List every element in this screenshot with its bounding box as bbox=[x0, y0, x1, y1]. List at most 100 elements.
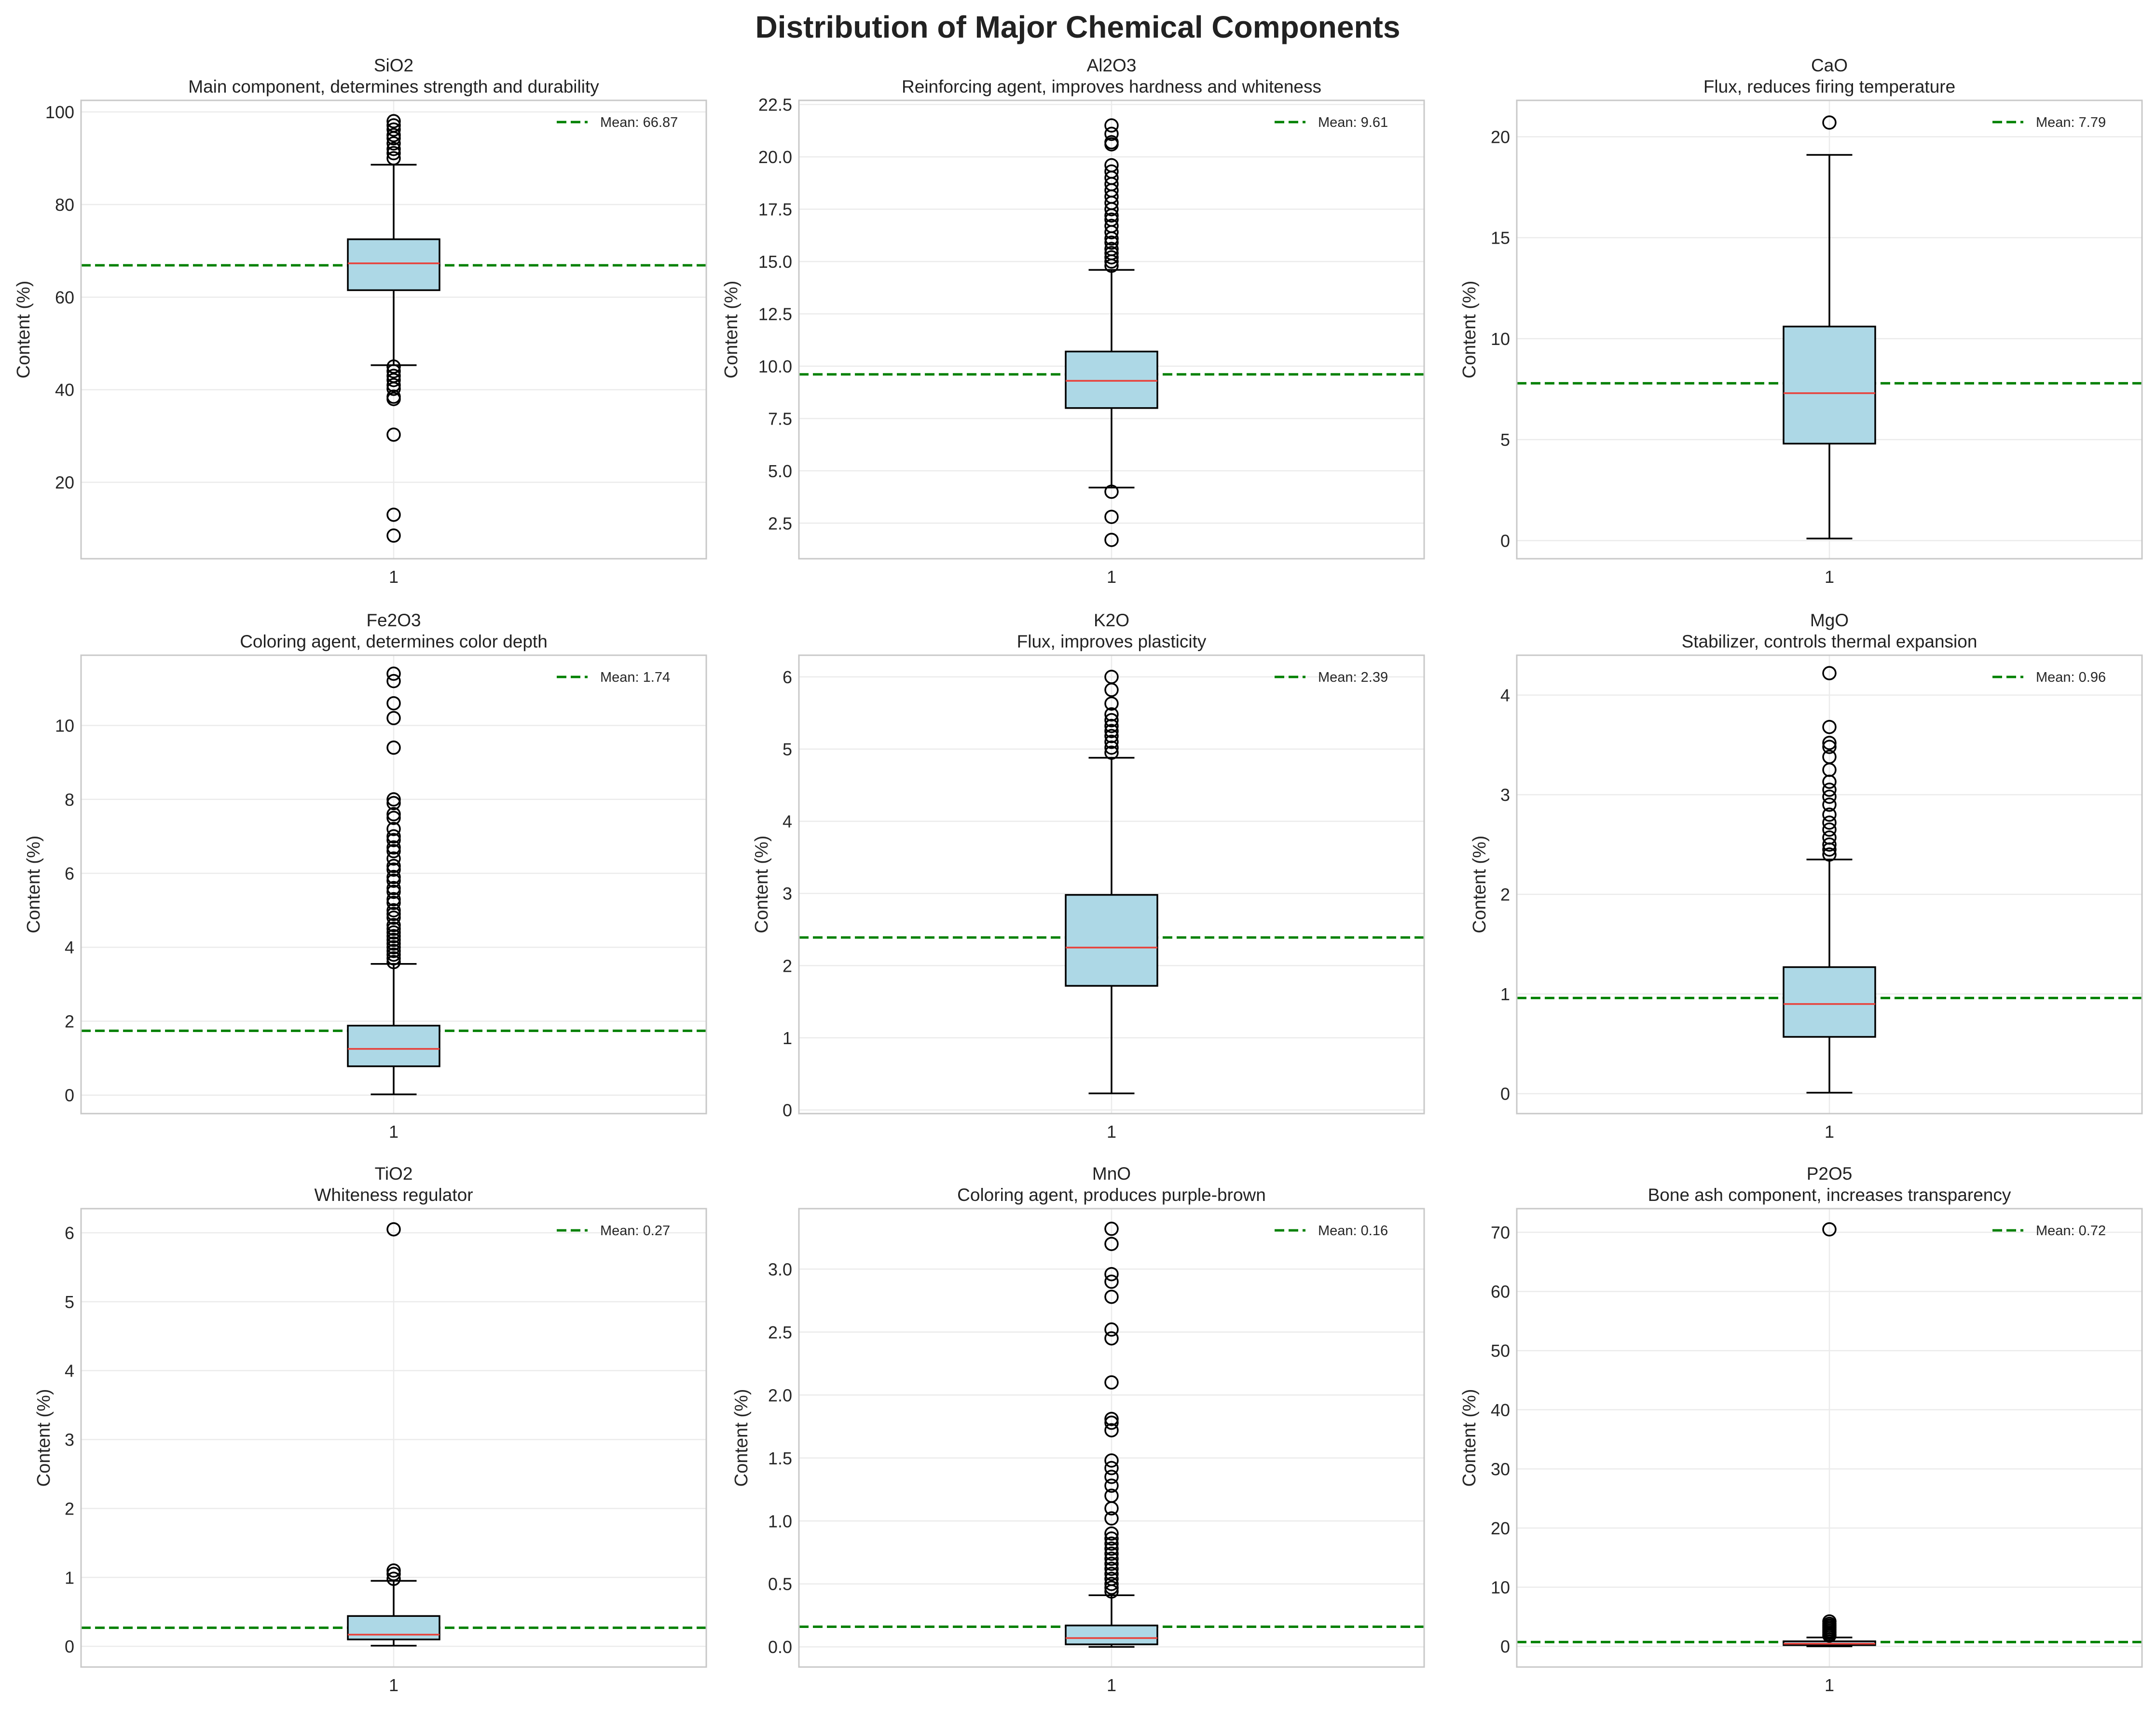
outlier-point bbox=[1104, 1561, 1119, 1576]
y-tick-label: 4 bbox=[65, 937, 74, 957]
y-axis-label: Content (%) bbox=[14, 281, 34, 379]
y-tick-label: 60 bbox=[1491, 1282, 1510, 1302]
y-tick-label: 0 bbox=[783, 1101, 792, 1120]
outlier-point bbox=[1104, 225, 1119, 240]
x-tick-label: 1 bbox=[389, 1675, 398, 1695]
legend-mean-label: Mean: 0.96 bbox=[2036, 670, 2106, 685]
y-tick-label: 3 bbox=[1500, 785, 1510, 805]
outlier-point bbox=[1104, 1531, 1119, 1546]
outlier-point bbox=[1104, 1461, 1119, 1475]
subplot-title-description: Flux, reduces firing temperature bbox=[1703, 77, 1955, 96]
outlier-point bbox=[386, 869, 401, 884]
y-tick-label: 15.0 bbox=[758, 252, 792, 272]
x-tick-label: 1 bbox=[1107, 1122, 1116, 1142]
y-tick-label: 10 bbox=[1491, 1578, 1510, 1598]
outlier-point bbox=[386, 881, 401, 896]
outlier-point bbox=[386, 811, 401, 825]
y-tick-label: 6 bbox=[783, 667, 792, 687]
subplot-title-component: MnO bbox=[1092, 1164, 1131, 1184]
y-tick-label: 100 bbox=[45, 102, 74, 122]
outlier-point bbox=[1104, 202, 1119, 217]
outlier-point bbox=[386, 944, 401, 958]
outlier-point bbox=[386, 844, 401, 858]
x-tick-label: 1 bbox=[389, 1122, 398, 1142]
y-tick-label: 7.5 bbox=[768, 409, 792, 428]
outlier-point bbox=[1104, 718, 1119, 733]
outlier-point bbox=[1822, 719, 1837, 734]
outlier-point bbox=[386, 131, 401, 146]
outlier-point bbox=[386, 940, 401, 954]
y-tick-label: 10 bbox=[1491, 329, 1510, 349]
outlier-point bbox=[1104, 1423, 1119, 1438]
outlier-point bbox=[386, 896, 401, 910]
legend-mean-label: Mean: 0.16 bbox=[1318, 1223, 1388, 1239]
subplot-title-description: Whiteness regulator bbox=[314, 1185, 473, 1205]
outlier-point bbox=[1104, 745, 1119, 760]
subplot-title-description: Coloring agent, determines color depth bbox=[240, 632, 548, 651]
x-tick-label: 1 bbox=[1107, 567, 1116, 587]
outlier-point bbox=[386, 122, 401, 137]
outlier-point bbox=[1104, 510, 1119, 524]
outlier-point bbox=[1822, 735, 1837, 750]
outlier-point bbox=[1104, 724, 1119, 738]
iqr-box bbox=[1065, 1625, 1158, 1645]
x-tick-label: 1 bbox=[1825, 1675, 1834, 1695]
outlier-point bbox=[1104, 484, 1119, 499]
outlier-point bbox=[386, 666, 401, 681]
outlier-point bbox=[1822, 837, 1837, 852]
outlier-point bbox=[386, 1571, 401, 1586]
y-tick-label: 20.0 bbox=[758, 147, 792, 167]
outlier-point bbox=[386, 711, 401, 725]
outlier-point bbox=[386, 833, 401, 847]
outlier-point bbox=[386, 1222, 401, 1237]
outlier-point bbox=[1822, 783, 1837, 797]
outlier-point bbox=[386, 892, 401, 907]
legend-mean-label: Mean: 0.27 bbox=[600, 1223, 670, 1239]
outlier-point bbox=[1822, 1222, 1837, 1237]
x-tick-label: 1 bbox=[1825, 567, 1834, 587]
y-tick-label: 40 bbox=[55, 380, 74, 400]
x-tick-label: 1 bbox=[389, 567, 398, 587]
outlier-point bbox=[1822, 774, 1837, 789]
axes-frame bbox=[80, 1208, 707, 1668]
y-tick-label: 1 bbox=[65, 1568, 74, 1587]
subplot-al2o3: 2.5 5.0 7.5 10.0 12.5 15.0 17.5 20.0 22.5 1 Conten… bbox=[721, 55, 1425, 587]
outlier-point bbox=[1104, 1267, 1119, 1282]
subplot-mgo: 0 1 2 3 4 1 Content (%) MgO Stabilizer, controls… bbox=[1469, 610, 2143, 1142]
outlier-point bbox=[386, 910, 401, 925]
outlier-point bbox=[386, 508, 401, 522]
outlier-point bbox=[386, 151, 401, 165]
legend-mean-label: Mean: 2.39 bbox=[1318, 670, 1388, 685]
outlier-point bbox=[1104, 734, 1119, 749]
y-tick-label: 40 bbox=[1491, 1400, 1510, 1420]
outlier-point bbox=[1822, 115, 1837, 130]
y-tick-label: 22.5 bbox=[758, 95, 792, 115]
axes-frame bbox=[80, 99, 707, 560]
y-tick-label: 20 bbox=[1491, 127, 1510, 147]
outlier-point bbox=[386, 922, 401, 936]
outlier-point bbox=[386, 427, 401, 442]
y-tick-label: 80 bbox=[55, 195, 74, 215]
outlier-point bbox=[386, 392, 401, 406]
outlier-point bbox=[386, 840, 401, 855]
outlier-point bbox=[1104, 1551, 1119, 1566]
outlier-point bbox=[386, 1563, 401, 1578]
outlier-point bbox=[1104, 1222, 1119, 1236]
outlier-point bbox=[1104, 696, 1119, 711]
y-tick-label: 6 bbox=[65, 1223, 74, 1243]
axes-frame bbox=[80, 654, 707, 1115]
outlier-point bbox=[386, 792, 401, 807]
outlier-point bbox=[1104, 137, 1119, 152]
y-axis-label: Content (%) bbox=[24, 836, 44, 934]
iqr-box bbox=[347, 238, 440, 291]
outlier-point bbox=[386, 372, 401, 387]
outlier-point bbox=[1822, 1628, 1837, 1643]
y-tick-label: 5 bbox=[783, 739, 792, 759]
iqr-box bbox=[1065, 350, 1158, 409]
outlier-point bbox=[1822, 807, 1837, 822]
subplot-title-description: Bone ash component, increases transparen… bbox=[1648, 1185, 2011, 1205]
subplot-k2o: 0 1 2 3 4 5 6 1 Content (%) K2O Flux, improves pla… bbox=[752, 610, 1425, 1142]
outlier-point bbox=[386, 907, 401, 922]
